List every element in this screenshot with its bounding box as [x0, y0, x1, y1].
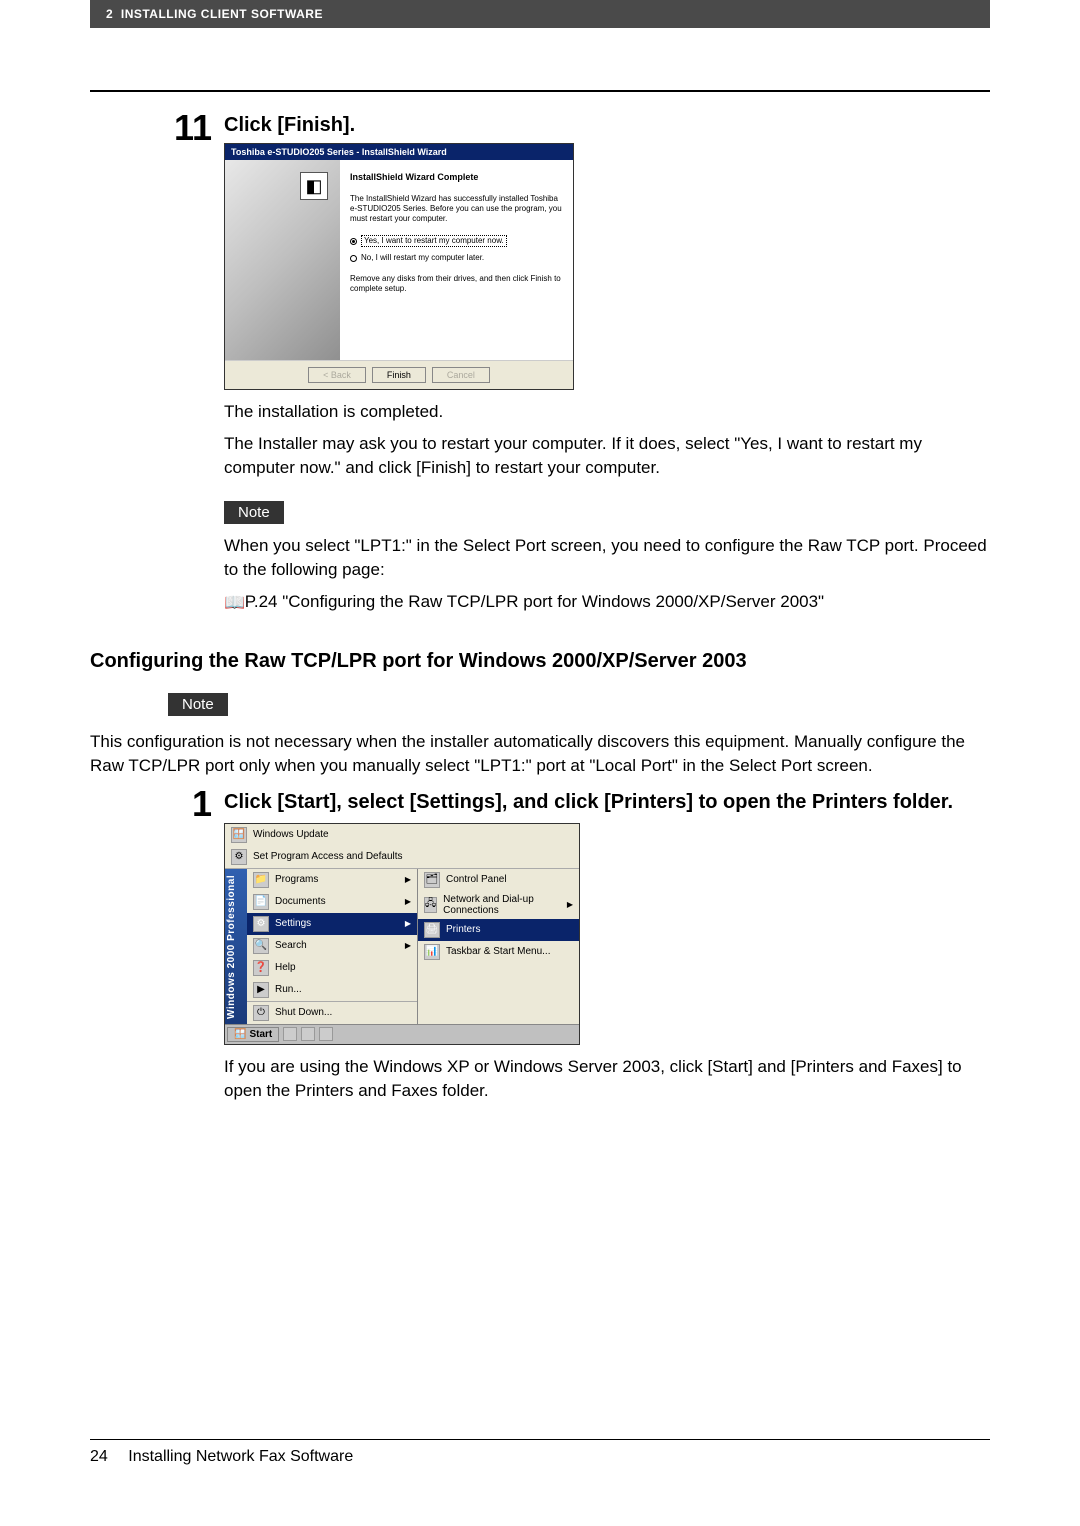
submenu-network[interactable]: 🖧Network and Dial-up Connections▶ — [418, 891, 579, 919]
step-number: 11 — [168, 110, 224, 146]
windowsupdate-icon: 🪟 — [231, 827, 247, 843]
menu-programs[interactable]: 📁Programs▶ — [247, 869, 417, 891]
start-button[interactable]: 🪟Start — [227, 1027, 279, 1042]
menu-help[interactable]: ❓Help — [247, 957, 417, 979]
run-icon: ▶ — [253, 982, 269, 998]
radio-dot-icon — [350, 255, 357, 262]
chevron-right-icon: ▶ — [405, 875, 411, 884]
start-menu-brand: Windows 2000 Professional — [225, 869, 247, 1024]
network-icon: 🖧 — [424, 897, 437, 913]
tray-icon[interactable] — [301, 1027, 315, 1041]
note-text: When you select "LPT1:" in the Select Po… — [224, 534, 990, 582]
page-number: 24 — [90, 1448, 108, 1465]
step-body: Click [Finish]. Toshiba e-STUDIO205 Seri… — [224, 110, 990, 622]
chevron-right-icon: ▶ — [405, 897, 411, 906]
menu-run[interactable]: ▶Run... — [247, 979, 417, 1001]
section-intro: This configuration is not necessary when… — [90, 730, 990, 778]
settings-icon: ⚙ — [253, 916, 269, 932]
menu-search[interactable]: 🔍Search▶ — [247, 935, 417, 957]
radio-yes-label: Yes, I want to restart my computer now. — [361, 235, 507, 247]
footer-text: 24 Installing Network Fax Software — [90, 1448, 990, 1466]
menu-program-access[interactable]: ⚙Set Program Access and Defaults — [225, 846, 579, 868]
dialog-button-row: < Back Finish Cancel — [225, 360, 573, 389]
help-icon: ❓ — [253, 960, 269, 976]
rule-top — [90, 90, 990, 92]
taskbar: 🪟Start — [225, 1024, 579, 1044]
search-icon: 🔍 — [253, 938, 269, 954]
radio-dot-icon — [350, 238, 357, 245]
shutdown-icon: ⏻ — [253, 1005, 269, 1021]
dialog-title: Toshiba e-STUDIO205 Series - InstallShie… — [225, 144, 573, 160]
chevron-right-icon: ▶ — [567, 900, 573, 909]
taskbar-icon: 📊 — [424, 944, 440, 960]
footer-section: Installing Network Fax Software — [128, 1448, 353, 1465]
page-content: 11 Click [Finish]. Toshiba e-STUDIO205 S… — [90, 90, 990, 1111]
setup-icon: ◧ — [300, 172, 328, 200]
radio-restart-no[interactable]: No, I will restart my computer later. — [350, 253, 563, 263]
menu-settings[interactable]: ⚙Settings▶ — [247, 913, 417, 935]
step1-after: If you are using the Windows XP or Windo… — [224, 1055, 990, 1103]
submenu-printers[interactable]: 🖨Printers — [418, 919, 579, 941]
back-button: < Back — [308, 367, 366, 383]
dialog-remove-disks: Remove any disks from their drives, and … — [350, 274, 563, 295]
dialog-sidebar-graphic: ◧ — [225, 160, 340, 360]
page-footer: 24 Installing Network Fax Software — [90, 1439, 990, 1466]
header-bar: 2 INSTALLING CLIENT SOFTWARE — [90, 0, 990, 28]
windows-icon: 🪟 — [234, 1029, 246, 1040]
radio-no-label: No, I will restart my computer later. — [361, 253, 484, 263]
book-icon: 📖 — [224, 591, 240, 615]
cross-ref: 📖 P.24 "Configuring the Raw TCP/LPR port… — [224, 590, 990, 614]
finish-button[interactable]: Finish — [372, 367, 426, 383]
step-body: Click [Start], select [Settings], and cl… — [224, 786, 990, 1111]
programs-icon: 📁 — [253, 872, 269, 888]
cancel-button: Cancel — [432, 367, 490, 383]
chevron-right-icon: ▶ — [405, 919, 411, 928]
footer-rule — [90, 1439, 990, 1440]
note-label: Note — [168, 693, 228, 716]
submenu-control-panel[interactable]: 🗂Control Panel — [418, 869, 579, 891]
printers-icon: 🖨 — [424, 922, 440, 938]
installshield-dialog: Toshiba e-STUDIO205 Series - InstallShie… — [224, 143, 574, 390]
step-title: Click [Finish]. — [224, 114, 990, 137]
documents-icon: 📄 — [253, 894, 269, 910]
start-menu: 🪟Windows Update ⚙Set Program Access and … — [224, 823, 580, 1045]
section-heading: Configuring the Raw TCP/LPR port for Win… — [90, 650, 990, 673]
step-number: 1 — [168, 786, 224, 822]
tray-icon[interactable] — [283, 1027, 297, 1041]
menu-windows-update[interactable]: 🪟Windows Update — [225, 824, 579, 846]
dialog-msg: The InstallShield Wizard has successfull… — [350, 194, 563, 225]
step-1: 1 Click [Start], select [Settings], and … — [90, 786, 990, 1111]
menu-shutdown[interactable]: ⏻Shut Down... — [247, 1001, 417, 1024]
note-label: Note — [224, 501, 284, 524]
step11-text1: The installation is completed. — [224, 400, 990, 424]
chevron-right-icon: ▶ — [405, 941, 411, 950]
dialog-heading: InstallShield Wizard Complete — [350, 172, 563, 184]
header-chapter: 2 INSTALLING CLIENT SOFTWARE — [106, 7, 323, 21]
step-11: 11 Click [Finish]. Toshiba e-STUDIO205 S… — [90, 110, 990, 622]
menu-documents[interactable]: 📄Documents▶ — [247, 891, 417, 913]
step-title: Click [Start], select [Settings], and cl… — [224, 790, 990, 815]
controlpanel-icon: 🗂 — [424, 872, 440, 888]
step11-text2: The Installer may ask you to restart you… — [224, 432, 990, 480]
section-note-block: Note — [168, 679, 990, 726]
radio-restart-yes[interactable]: Yes, I want to restart my computer now. — [350, 235, 563, 247]
tray-icon[interactable] — [319, 1027, 333, 1041]
programaccess-icon: ⚙ — [231, 849, 247, 865]
submenu-taskbar[interactable]: 📊Taskbar & Start Menu... — [418, 941, 579, 963]
